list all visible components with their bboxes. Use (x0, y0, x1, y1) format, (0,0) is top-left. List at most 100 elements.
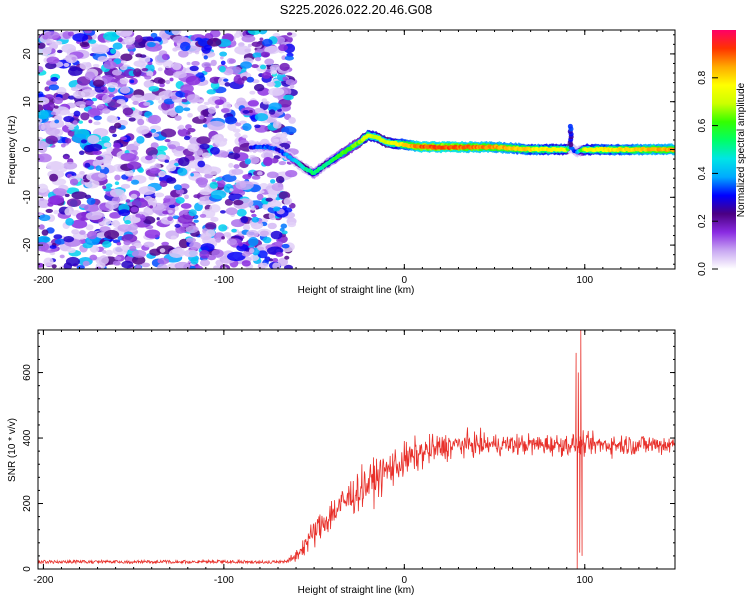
y-tick-label: 20 (22, 48, 33, 60)
x-tick-label: -200 (33, 575, 53, 586)
noise-blob (207, 113, 213, 118)
noise-blob (149, 205, 153, 209)
noise-blob (241, 251, 251, 257)
noise-blob (200, 109, 209, 118)
noise-blob (92, 63, 100, 68)
noise-blob (103, 142, 111, 148)
noise-blob (168, 144, 177, 150)
noise-blob (63, 115, 75, 123)
noise-blob (38, 241, 50, 252)
noise-blob (224, 82, 231, 87)
noise-blob (146, 70, 154, 77)
noise-blob (49, 195, 65, 204)
noise-blob (49, 245, 57, 249)
noise-blob (79, 62, 92, 70)
noise-blob (280, 223, 288, 229)
noise-blob (67, 95, 76, 100)
noise-blob (109, 212, 121, 219)
noise-blob (102, 249, 107, 254)
x-tick-label: 100 (576, 275, 593, 286)
noise-blob (114, 181, 120, 186)
y-tick-label: 600 (22, 364, 33, 381)
noise-blob (235, 30, 242, 35)
noise-blob (157, 145, 168, 152)
noise-blob (148, 85, 160, 92)
noise-blob (38, 110, 49, 120)
noise-blob (284, 255, 290, 260)
noise-blob (84, 162, 91, 168)
y-tick-label: -20 (22, 237, 33, 252)
noise-blob (215, 177, 223, 182)
noise-blob (215, 237, 222, 243)
noise-blob (38, 183, 49, 193)
noise-blob (260, 51, 271, 58)
noise-blob (202, 124, 209, 128)
noise-blob (72, 120, 78, 125)
spectrogram-ylabel: Frequency (Hz) (7, 116, 18, 185)
noise-blob (269, 258, 273, 262)
noise-blob (102, 185, 107, 190)
noise-blob (173, 151, 184, 157)
noise-blob (63, 62, 70, 67)
noise-blob (92, 159, 102, 166)
noise-blob (279, 227, 285, 232)
noise-blob (87, 108, 101, 118)
noise-blob (125, 199, 131, 203)
noise-blob (116, 98, 126, 105)
noise-blob (231, 168, 244, 175)
noise-blob (113, 142, 121, 149)
snr-ticks: -200 -100 0 100 0 200 400 600 (22, 330, 676, 586)
noise-blob (139, 197, 145, 203)
noise-blob (187, 143, 199, 152)
noise-blob (205, 229, 216, 237)
noise-blob (56, 86, 67, 95)
noise-blob (248, 237, 259, 247)
noise-blob (63, 235, 75, 243)
noise-blob (101, 108, 111, 114)
noise-blob (247, 30, 262, 35)
noise-blob (178, 157, 190, 167)
noise-blob (131, 250, 147, 258)
noise-blob (173, 162, 179, 167)
noise-blob (46, 56, 60, 65)
noise-blob (199, 143, 210, 150)
noise-blob (104, 229, 120, 240)
noise-blob (71, 229, 80, 235)
noise-blob (133, 68, 142, 77)
noise-blob (166, 164, 177, 172)
noise-blob (71, 191, 87, 200)
noise-blob (141, 67, 149, 72)
y-tick-label: 200 (22, 495, 33, 512)
noise-blob (148, 114, 162, 125)
noise-blob (38, 140, 47, 148)
noise-blob (278, 191, 291, 200)
figure-title: S225.2026.022.20.46.G08 (280, 2, 433, 17)
noise-blob (143, 80, 155, 88)
noise-blob (100, 86, 107, 90)
noise-blob (270, 69, 277, 75)
noise-blob (116, 242, 122, 246)
noise-blob (79, 41, 90, 48)
noise-blob (150, 142, 159, 149)
noise-blob (261, 71, 272, 79)
noise-blob (241, 35, 256, 43)
noise-blob (267, 200, 282, 209)
noise-blob (122, 107, 134, 116)
noise-blob (174, 261, 191, 269)
noise-blob (210, 59, 217, 67)
noise-blob (161, 53, 170, 61)
colorbar-ticks: 0.0 0.2 0.4 0.6 0.8 (697, 70, 718, 276)
noise-blob (98, 255, 109, 265)
noise-blob (119, 77, 129, 85)
noise-blob (221, 236, 225, 240)
noise-blob (185, 75, 201, 86)
noise-blob (98, 173, 106, 178)
noise-blob (144, 75, 152, 80)
noise-blob (197, 178, 208, 188)
noise-blob (187, 113, 193, 118)
noise-blob (259, 262, 269, 269)
noise-blob (250, 254, 260, 261)
noise-blob (44, 31, 60, 40)
noise-blob (171, 30, 182, 36)
noise-blob (55, 40, 63, 46)
